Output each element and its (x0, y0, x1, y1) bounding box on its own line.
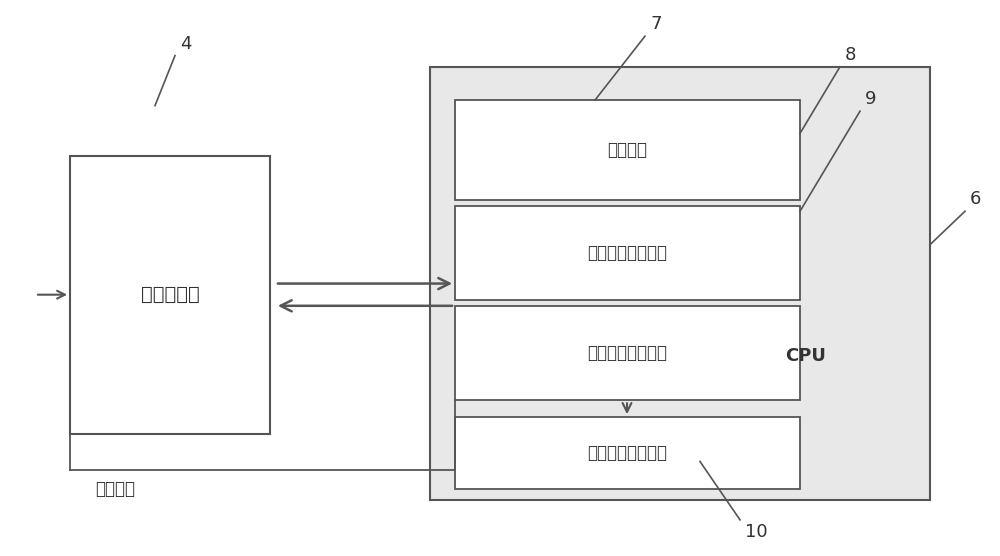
Bar (430, 67, 930, 500)
Text: 8: 8 (845, 46, 856, 64)
Text: 10: 10 (745, 523, 768, 540)
Text: 通信模块: 通信模块 (608, 141, 648, 159)
Text: 6: 6 (970, 191, 981, 208)
Text: 采样频率发生模块: 采样频率发生模块 (588, 444, 668, 462)
Bar (70, 156, 270, 434)
Bar (455, 100, 800, 200)
Text: 起搚频率决策模块: 起搚频率决策模块 (588, 244, 668, 262)
Text: 采样频率: 采样频率 (95, 480, 135, 498)
Text: 模数转换器: 模数转换器 (141, 285, 199, 304)
Text: 9: 9 (865, 91, 876, 108)
Bar (455, 417, 800, 489)
Bar (455, 306, 800, 400)
Text: 7: 7 (650, 16, 662, 33)
Text: 4: 4 (180, 35, 192, 53)
Text: CPU: CPU (785, 347, 826, 365)
Bar (455, 206, 800, 300)
Text: 采样频率决策模块: 采样频率决策模块 (588, 344, 668, 362)
